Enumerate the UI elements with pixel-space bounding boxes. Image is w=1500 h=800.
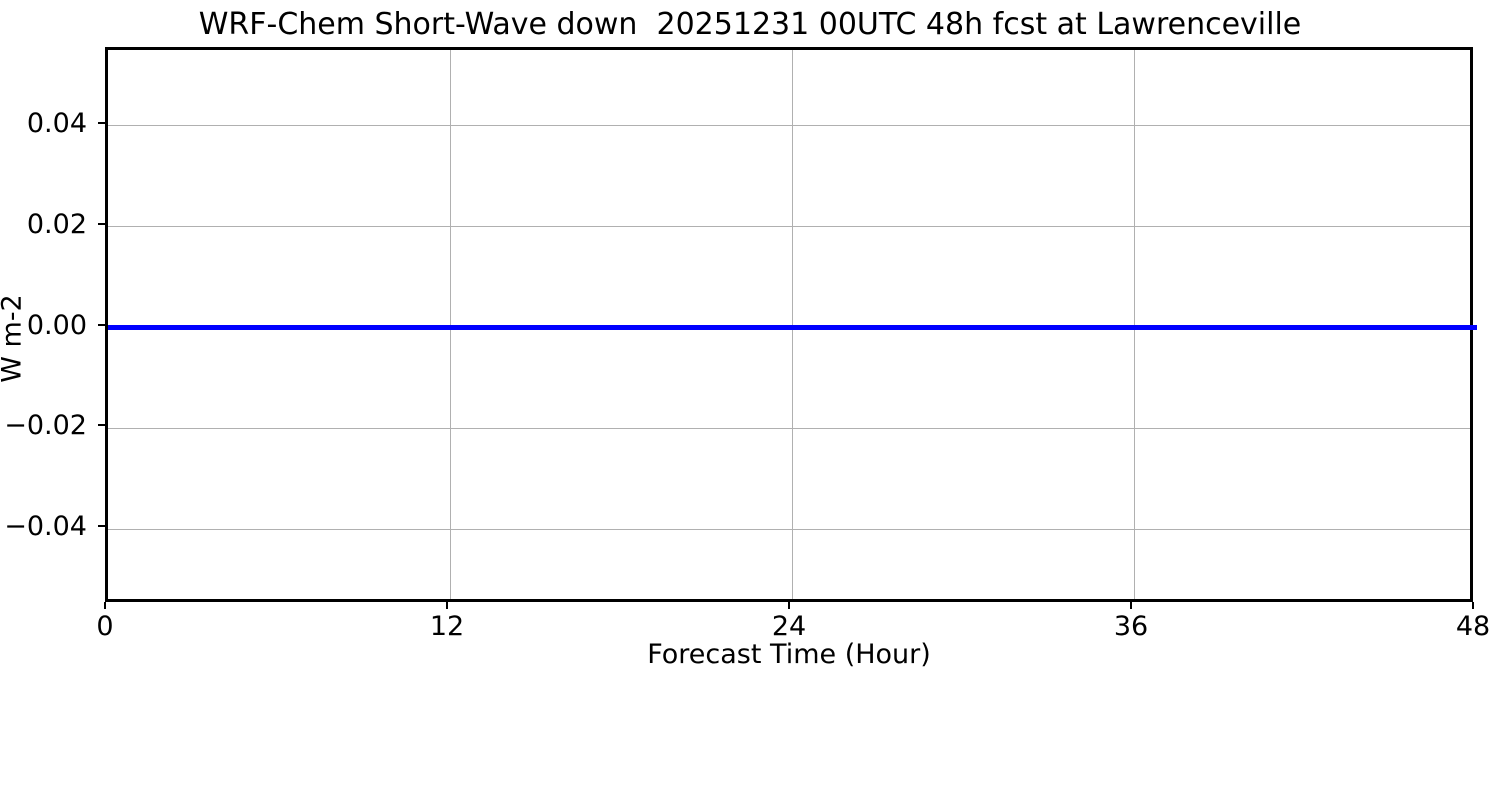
series-line-segment	[1105, 325, 1135, 330]
y-tick-mark	[98, 525, 105, 528]
y-tick-label: 0.02	[26, 208, 87, 240]
x-axis-label: Forecast Time (Hour)	[647, 639, 931, 670]
y-tick-mark	[98, 424, 105, 427]
series-line-segment	[906, 325, 936, 330]
series-line-segment	[1134, 325, 1164, 330]
series-line-segment	[1162, 325, 1192, 330]
series-line-segment	[421, 325, 451, 330]
gridline-horizontal	[108, 528, 1470, 530]
x-tick-label: 36	[1113, 611, 1149, 642]
series-line-segment	[1362, 325, 1392, 330]
series-line-segment	[963, 325, 993, 330]
series-line-segment	[393, 325, 423, 330]
gridline-horizontal	[108, 427, 1470, 429]
series-line-segment	[1447, 325, 1477, 330]
series-line-segment	[250, 325, 280, 330]
series-line-segment	[535, 325, 565, 330]
series-line-segment	[307, 325, 337, 330]
series-line-segment	[279, 325, 309, 330]
series-line-segment	[193, 325, 223, 330]
series-line-segment	[108, 325, 138, 330]
gridline-vertical	[791, 50, 793, 599]
series-line-segment	[1305, 325, 1335, 330]
x-tick-mark	[104, 602, 106, 609]
series-line-segment	[507, 325, 537, 330]
series-line-segment	[1333, 325, 1363, 330]
series-line-segment	[934, 325, 964, 330]
x-tick-mark	[1130, 602, 1132, 609]
series-line-segment	[706, 325, 736, 330]
series-line-segment	[564, 325, 594, 330]
gridline-horizontal	[108, 226, 1470, 228]
x-tick-mark	[788, 602, 790, 609]
series-line-segment	[991, 325, 1021, 330]
y-tick-label: −0.04	[4, 511, 87, 543]
series-line-segment	[877, 325, 907, 330]
series-line-segment	[1419, 325, 1449, 330]
series-line-segment	[222, 325, 252, 330]
series-line-segment	[136, 325, 166, 330]
x-tick-label: 48	[1455, 611, 1491, 642]
series-line-segment	[1020, 325, 1050, 330]
series-line-segment	[450, 325, 480, 330]
series-line-segment	[649, 325, 679, 330]
series-line-segment	[763, 325, 793, 330]
series-line-segment	[1276, 325, 1306, 330]
series-line-segment	[1191, 325, 1221, 330]
series-line-segment	[165, 325, 195, 330]
series-line-segment	[820, 325, 850, 330]
series-line-segment	[364, 325, 394, 330]
x-tick-mark	[1472, 602, 1474, 609]
series-line-segment	[621, 325, 651, 330]
chart-title: WRF-Chem Short-Wave down 20251231 00UTC …	[198, 7, 1302, 42]
gridline-vertical	[1133, 50, 1135, 599]
y-tick-label: −0.02	[4, 410, 87, 442]
series-line-segment	[678, 325, 708, 330]
plot-area	[105, 47, 1477, 602]
gridline-horizontal	[108, 125, 1470, 127]
series-line-segment	[849, 325, 879, 330]
series-line-segment	[735, 325, 765, 330]
x-tick-label: 24	[771, 611, 807, 642]
x-tick-mark	[446, 602, 448, 609]
series-line-segment	[1390, 325, 1420, 330]
series-line-segment	[336, 325, 366, 330]
gridline-vertical	[449, 50, 451, 599]
data-series-layer	[108, 50, 1477, 599]
series-line-segment	[792, 325, 822, 330]
y-tick-label: 0.04	[26, 107, 87, 139]
series-line-segment	[478, 325, 508, 330]
series-line-segment	[1219, 325, 1249, 330]
series-line-segment	[1248, 325, 1278, 330]
y-tick-mark	[98, 323, 105, 326]
y-axis-label: W m-2	[0, 294, 28, 383]
x-tick-label: 0	[96, 611, 114, 642]
y-tick-mark	[98, 121, 105, 124]
y-tick-label: 0.00	[26, 309, 87, 341]
series-line-segment	[1048, 325, 1078, 330]
series-line-segment	[592, 325, 622, 330]
series-line-segment	[1077, 325, 1107, 330]
x-tick-label: 12	[429, 611, 465, 642]
y-tick-mark	[98, 222, 105, 225]
